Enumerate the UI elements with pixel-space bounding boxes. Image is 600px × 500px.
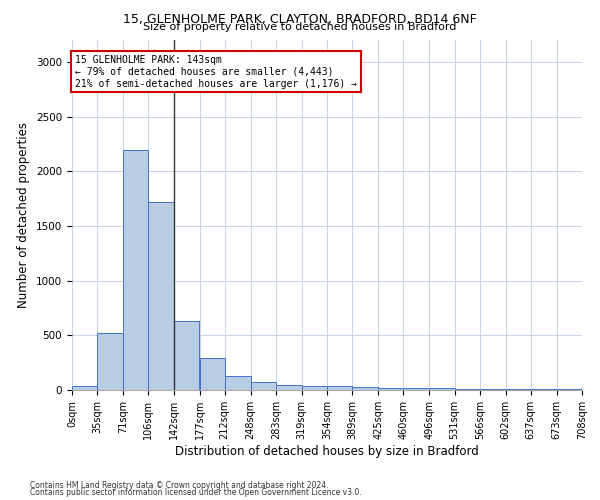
Bar — [506, 389, 531, 390]
Text: Contains HM Land Registry data © Crown copyright and database right 2024.: Contains HM Land Registry data © Crown c… — [30, 480, 329, 490]
Bar — [403, 388, 429, 390]
Bar — [251, 382, 276, 390]
Text: 15, GLENHOLME PARK, CLAYTON, BRADFORD, BD14 6NF: 15, GLENHOLME PARK, CLAYTON, BRADFORD, B… — [123, 12, 477, 26]
Bar — [225, 376, 251, 390]
Bar — [352, 388, 378, 390]
Text: Contains public sector information licensed under the Open Government Licence v3: Contains public sector information licen… — [30, 488, 362, 497]
Bar — [97, 333, 123, 390]
Text: Size of property relative to detached houses in Bradford: Size of property relative to detached ho… — [143, 22, 457, 32]
Bar — [480, 389, 506, 390]
Bar — [72, 386, 97, 390]
Bar — [455, 389, 480, 390]
Bar — [327, 386, 352, 390]
Bar — [429, 388, 455, 390]
Bar — [174, 321, 199, 390]
X-axis label: Distribution of detached houses by size in Bradford: Distribution of detached houses by size … — [175, 444, 479, 458]
Bar — [276, 384, 302, 390]
Y-axis label: Number of detached properties: Number of detached properties — [17, 122, 31, 308]
Bar — [148, 202, 174, 390]
Bar — [302, 386, 327, 390]
Bar — [123, 150, 148, 390]
Bar — [199, 358, 225, 390]
Bar — [378, 388, 403, 390]
Text: 15 GLENHOLME PARK: 143sqm
← 79% of detached houses are smaller (4,443)
21% of se: 15 GLENHOLME PARK: 143sqm ← 79% of detac… — [75, 56, 357, 88]
